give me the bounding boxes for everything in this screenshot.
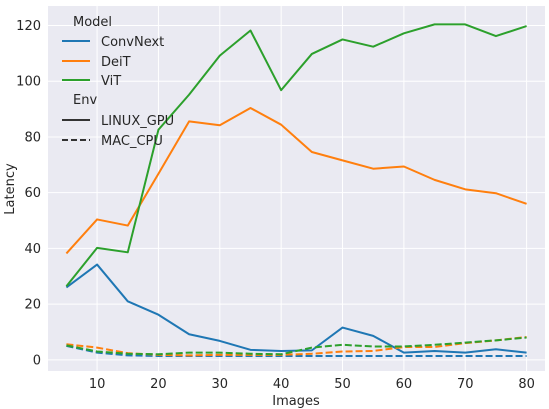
- y-tick-label: 20: [24, 298, 41, 313]
- y-axis-label: Latency: [3, 163, 18, 215]
- x-tick-label: 20: [150, 377, 167, 392]
- x-tick-label: 40: [273, 377, 290, 392]
- y-tick-label: 100: [16, 75, 41, 90]
- legend-entry-deit: DeiT: [101, 55, 131, 70]
- y-tick-label: 60: [24, 186, 41, 201]
- series-line-vit-linux-gpu: [65, 23, 527, 287]
- series-line-deit-linux-gpu: [65, 106, 527, 255]
- legend-entry-convnext: ConvNext: [101, 35, 164, 50]
- y-tick-label: 120: [16, 19, 41, 34]
- x-tick-label: 70: [457, 377, 474, 392]
- legend-entry-mac-cpu: MAC_CPU: [101, 134, 163, 149]
- series-line-vit-mac-cpu: [66, 336, 527, 356]
- y-tick-label: 80: [24, 130, 41, 145]
- x-tick-label: 30: [212, 377, 229, 392]
- series-line-deit-mac-cpu: [66, 336, 527, 357]
- legend-title-env: Env: [73, 93, 97, 108]
- series-lines: [65, 23, 527, 357]
- y-tick-label: 0: [33, 353, 41, 368]
- tick-labels: 10 20 30 40 50 60 70 80 0 20 40 60 80 100 120: [16, 19, 535, 392]
- x-axis-label: Images: [272, 394, 320, 409]
- x-tick-label: 50: [334, 377, 351, 392]
- x-tick-label: 80: [518, 377, 535, 392]
- legend-entry-linux-gpu: LINUX_GPU: [101, 114, 174, 129]
- x-tick-label: 60: [396, 377, 413, 392]
- x-tick-label: 10: [89, 377, 106, 392]
- grid: [48, 6, 545, 371]
- legend: Model ConvNext DeiT ViT Env LINUX_GPU MA…: [62, 15, 174, 149]
- legend-entry-vit: ViT: [101, 74, 121, 89]
- y-tick-label: 40: [24, 242, 41, 257]
- legend-title-model: Model: [73, 15, 112, 30]
- series-line-convnext-mac-cpu: [66, 344, 527, 357]
